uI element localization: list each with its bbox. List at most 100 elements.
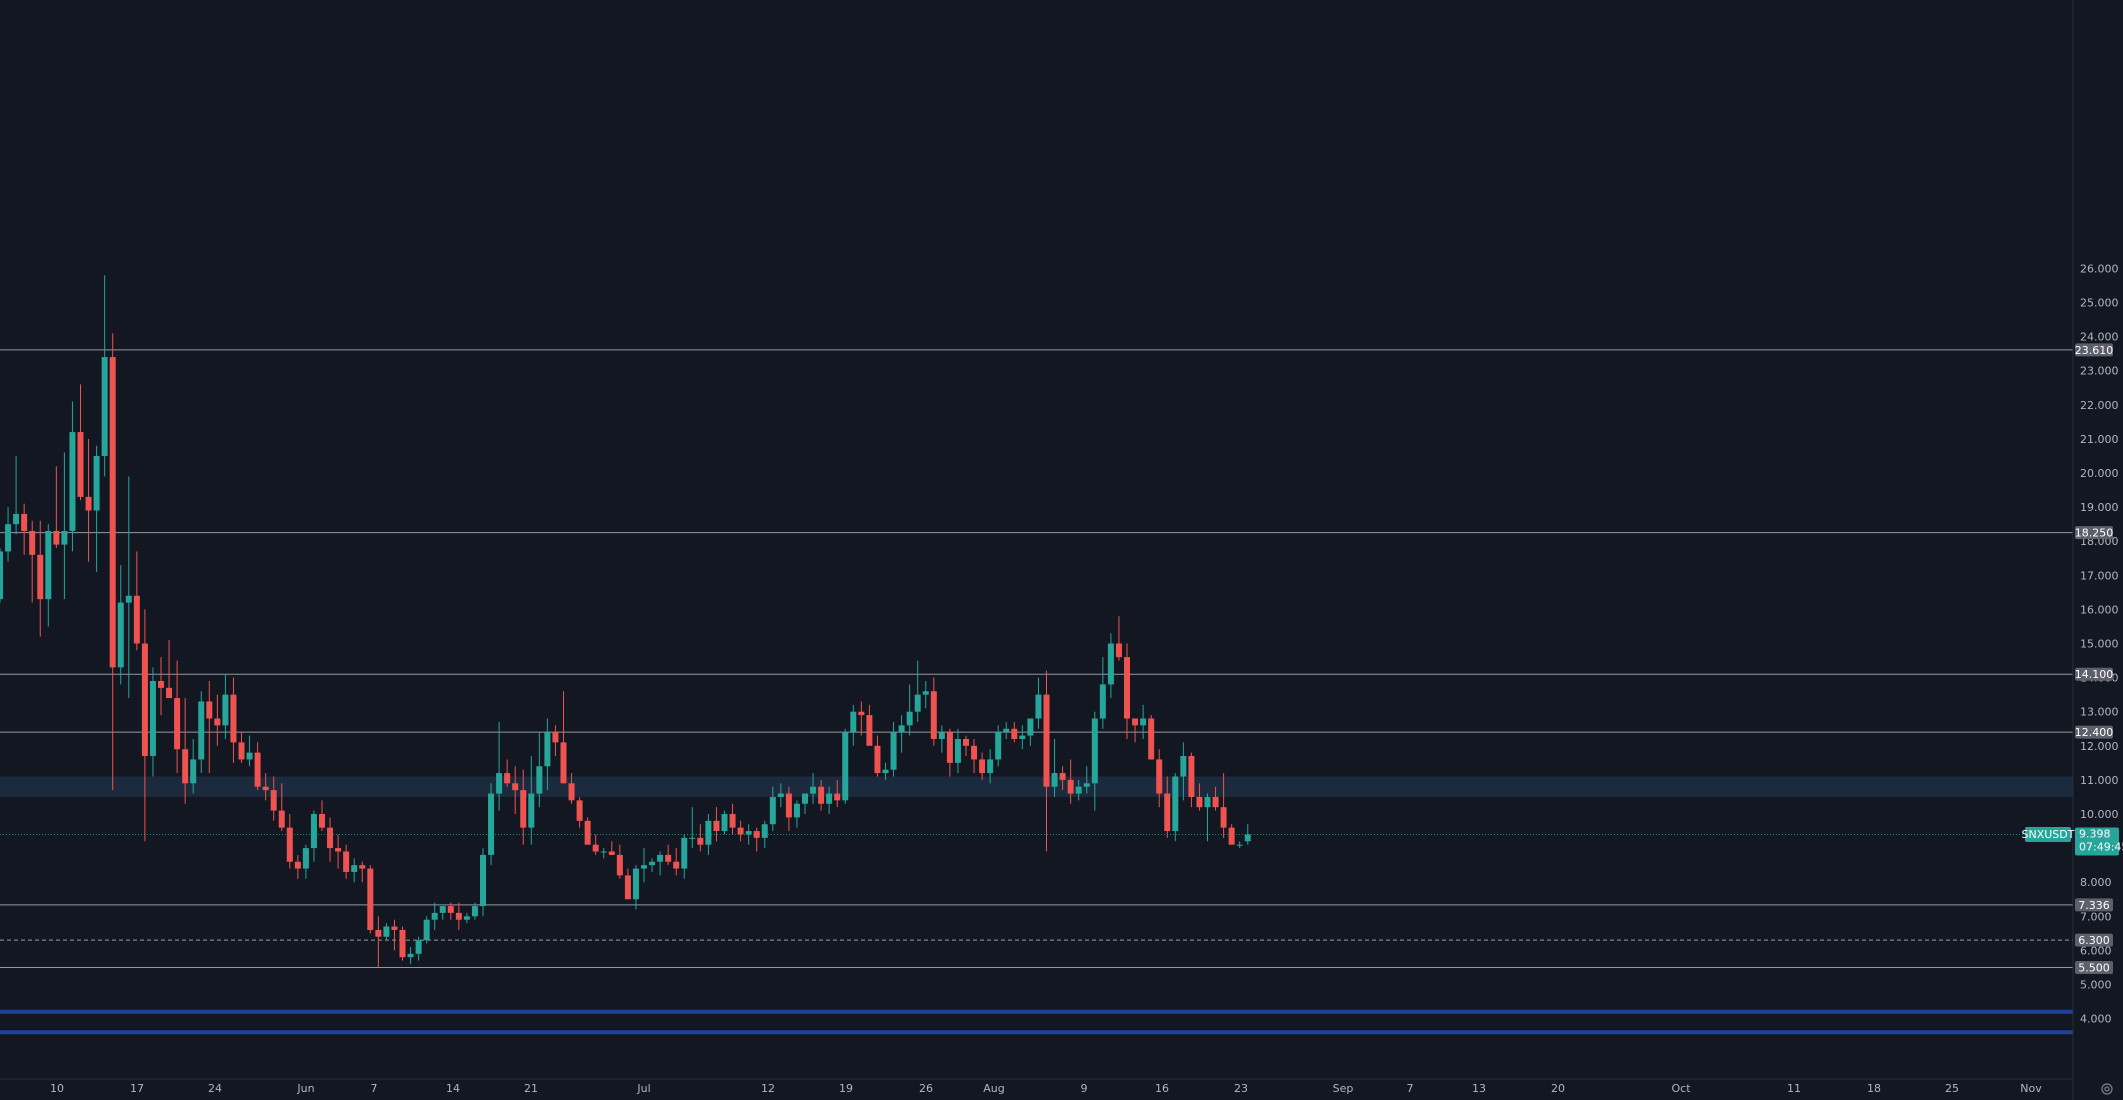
symbol-tag <box>2025 827 2071 843</box>
x-tick-label: 16 <box>1155 1082 1169 1095</box>
candle <box>1003 721 1010 739</box>
candle-body <box>745 831 752 835</box>
candle <box>641 848 647 883</box>
candle-body <box>85 496 92 511</box>
candle-body <box>343 851 350 872</box>
candle-body <box>1228 827 1235 845</box>
level-tag-label: 6.300 <box>2078 934 2110 947</box>
x-tick-label: Nov <box>2020 1082 2042 1095</box>
candle-body <box>938 732 945 739</box>
bar-countdown: 07:49:45 <box>2079 841 2123 854</box>
candle-body <box>874 745 881 774</box>
candle-body <box>93 455 100 511</box>
candle-body <box>995 732 1002 760</box>
candle <box>979 752 986 780</box>
level-tag-box <box>2075 526 2113 540</box>
candle <box>1051 738 1058 797</box>
y-tick-label: 22.000 <box>2080 399 2119 412</box>
candle-body <box>351 865 358 872</box>
candle <box>447 902 454 920</box>
candle <box>512 766 519 814</box>
candle-body <box>1236 844 1243 846</box>
candle <box>1019 725 1026 750</box>
level-tag-box <box>2075 898 2113 912</box>
candle-body <box>302 848 309 869</box>
y-tick-label: 20.000 <box>2080 467 2119 480</box>
candle <box>963 735 969 757</box>
candle <box>488 783 495 866</box>
settings-gear-icon[interactable] <box>2101 1083 2113 1095</box>
candle-body <box>335 848 342 852</box>
candle <box>769 786 776 832</box>
symbol-label: SNXUSDT <box>2022 828 2075 841</box>
candle-body <box>133 595 140 644</box>
candle-body <box>254 752 261 787</box>
candle-body <box>1051 773 1058 787</box>
candle-body <box>890 732 897 770</box>
candle-body <box>166 687 173 699</box>
candle <box>705 814 712 855</box>
candle-body <box>488 793 495 855</box>
candle-body <box>1099 684 1106 719</box>
candle <box>632 865 639 910</box>
candle <box>560 691 567 784</box>
candle <box>496 721 503 811</box>
candle <box>898 715 905 753</box>
candle-body <box>1059 773 1066 780</box>
candle-body <box>0 551 3 600</box>
candle-body <box>850 711 857 733</box>
candle <box>246 735 253 767</box>
candle <box>858 701 865 736</box>
candle-body <box>206 701 213 719</box>
y-tick-label: 19.000 <box>2080 501 2119 514</box>
candle <box>37 520 44 637</box>
candle-body <box>174 698 181 750</box>
price-axis[interactable]: 4.0005.0006.0007.0008.0009.00010.00011.0… <box>2080 262 2119 1025</box>
candle <box>866 704 873 746</box>
candle-body <box>930 691 937 739</box>
candle <box>0 548 3 603</box>
candle-body <box>1027 718 1034 736</box>
candle-body <box>689 837 696 839</box>
candle-body <box>963 738 969 746</box>
candle <box>1067 759 1074 804</box>
candle <box>158 657 164 716</box>
candle <box>5 507 12 562</box>
candle-body <box>681 837 688 869</box>
candle-body <box>512 783 519 791</box>
candle-body <box>375 929 382 937</box>
candle <box>109 333 116 791</box>
level-tag-box <box>2075 960 2113 974</box>
candle-body <box>53 530 60 545</box>
candle-body <box>294 861 301 869</box>
candle-body <box>713 820 720 832</box>
candle-body <box>608 851 615 855</box>
candle-body <box>101 357 108 456</box>
candle <box>657 851 664 876</box>
candle-body <box>616 854 623 876</box>
candle-body <box>987 759 994 774</box>
candle <box>987 749 994 784</box>
candle <box>1244 824 1251 845</box>
horizontal-levels[interactable] <box>0 349 2073 968</box>
candle <box>1204 793 1211 842</box>
time-axis[interactable]: 10 17 24 Jun 7 14 21 Jul 12 19 26 Aug 9 16 23 Sep 7 13 20 O… <box>50 1082 2042 1095</box>
last-price-marker: SNXUSDT 9.398 07:49:45 <box>2022 827 2123 856</box>
x-tick-label: 14 <box>446 1082 460 1095</box>
candle <box>608 841 615 855</box>
candle-body <box>1043 694 1050 787</box>
candle <box>182 698 189 804</box>
blue-band <box>0 1009 2073 1014</box>
candle <box>278 783 285 832</box>
y-tick-label: 15.000 <box>2080 638 2119 651</box>
candle <box>1107 633 1114 699</box>
candle <box>383 923 390 941</box>
candle <box>198 691 205 774</box>
candle-body <box>1140 718 1147 726</box>
candle-body <box>834 793 841 801</box>
zone-rect <box>0 776 2073 797</box>
candle <box>319 800 325 832</box>
candle-body <box>954 738 961 763</box>
candle <box>673 848 680 876</box>
